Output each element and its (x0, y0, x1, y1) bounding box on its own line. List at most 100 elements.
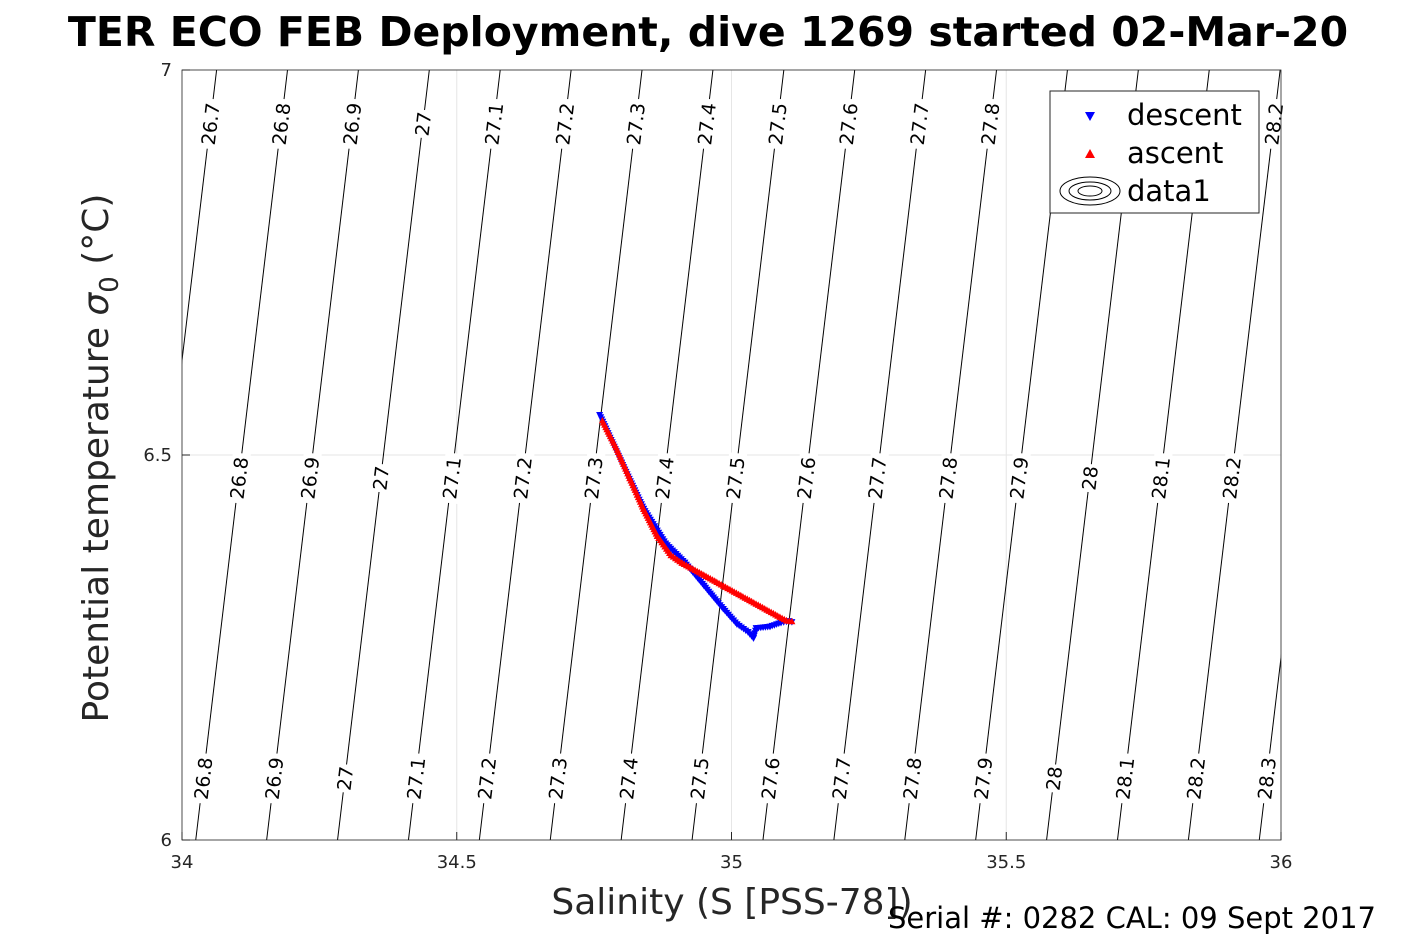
svg-text:27.3: 27.3 (545, 756, 572, 801)
contour-label-0-8: 27.5 (765, 98, 792, 150)
chart-title: TER ECO FEB Deployment, dive 1269 starte… (68, 8, 1348, 56)
contour-label-0-9: 27.6 (836, 98, 863, 150)
data-series (596, 412, 796, 642)
contour-label-2-5: 27.3 (545, 752, 572, 805)
contour-label-2-2: 27 (334, 763, 359, 794)
y-tick-label-1: 6.5 (143, 445, 172, 466)
y-tick-label-2: 7 (161, 60, 172, 81)
svg-text:27.5: 27.5 (723, 456, 750, 501)
svg-text:26.9: 26.9 (262, 756, 289, 801)
svg-text:28.2: 28.2 (1183, 756, 1210, 801)
contour-label-1-3: 27.1 (439, 452, 466, 504)
contour-label-2-6: 27.4 (616, 752, 643, 805)
contour-label-1-7: 27.5 (723, 452, 750, 504)
svg-text:27.9: 27.9 (971, 756, 998, 801)
contour-label-1-6: 27.4 (652, 452, 679, 504)
y-axis-label-unit: (°C) (76, 194, 117, 277)
contour-label-1-12: 28 (1078, 463, 1103, 494)
svg-text:27.2: 27.2 (510, 456, 537, 501)
contour-label-0-5: 27.2 (552, 98, 579, 150)
svg-text:27.1: 27.1 (439, 456, 466, 501)
legend-descent-label: descent (1127, 98, 1242, 132)
legend-data1-marker (1059, 176, 1121, 206)
svg-text:27: 27 (369, 465, 394, 492)
svg-text:27.5: 27.5 (765, 102, 792, 147)
svg-text:27.1: 27.1 (403, 756, 430, 801)
contour-label-1-10: 27.8 (935, 452, 962, 504)
contour-label-2-4: 27.2 (474, 752, 501, 805)
contour-label-0-3: 27 (412, 108, 437, 139)
contour-label-2-12: 28 (1043, 763, 1067, 794)
svg-text:27.3: 27.3 (581, 456, 608, 501)
svg-text:27: 27 (412, 111, 437, 138)
contour-label-0-15: 28.2 (1261, 98, 1288, 150)
contour-labels: 26.7 26.8 26.9 27 27.1 27.2 27.3 27.4 27.5 27.6 27… (191, 98, 1288, 805)
contour-label-1-4: 27.2 (510, 452, 537, 504)
contour-label-0-6: 27.3 (623, 98, 650, 150)
svg-text:26.8: 26.8 (226, 456, 253, 501)
contour-label-0-7: 27.4 (694, 98, 721, 150)
contour-label-1-2: 27 (369, 463, 394, 494)
contour-label-2-15: 28.3 (1254, 752, 1281, 805)
legend-descent-marker (1085, 112, 1095, 121)
svg-text:26.9: 26.9 (340, 102, 367, 147)
svg-text:27.5: 27.5 (687, 756, 714, 801)
svg-text:27.4: 27.4 (652, 456, 679, 501)
svg-text:26.8: 26.8 (191, 756, 218, 801)
svg-text:27.4: 27.4 (616, 756, 643, 801)
contour-label-2-0: 26.8 (191, 752, 218, 805)
y-axis-label-sub: 0 (95, 276, 125, 293)
contour-label-2-11: 27.9 (971, 752, 998, 805)
svg-text:27.4: 27.4 (694, 102, 721, 147)
svg-text:Potential temperature σ0 (°C): Potential temperature σ0 (°C) (76, 194, 125, 723)
contour-label-0-0: 26.7 (198, 98, 225, 150)
x-axis-label: Salinity (S [PSS-78]) (551, 882, 912, 923)
serial-cal-note: Serial #: 0282 CAL: 09 Sept 2017 (888, 901, 1376, 935)
contour-26-7 (182, 70, 218, 365)
contour-label-2-1: 26.9 (262, 752, 289, 805)
svg-text:27.6: 27.6 (758, 756, 785, 801)
contour-label-1-8: 27.6 (794, 452, 821, 504)
legend-box (1049, 90, 1260, 214)
svg-text:28.2: 28.2 (1261, 102, 1288, 147)
svg-text:27.7: 27.7 (907, 102, 934, 147)
svg-text:28.1: 28.1 (1148, 456, 1175, 501)
legend-ascent-marker (1085, 149, 1095, 158)
svg-text:28.3: 28.3 (1254, 756, 1281, 801)
svg-text:27.6: 27.6 (794, 456, 821, 501)
contour-label-2-9: 27.7 (829, 752, 856, 805)
svg-text:27.7: 27.7 (829, 756, 856, 801)
svg-text:27.8: 27.8 (900, 756, 927, 801)
contour-label-2-10: 27.8 (900, 752, 927, 805)
y-axis-label-main: Potential temperature (76, 316, 117, 723)
svg-text:26.9: 26.9 (297, 456, 324, 501)
svg-text:27.8: 27.8 (935, 456, 962, 501)
x-tick-label-0: 34 (171, 852, 194, 873)
contour-label-0-2: 26.9 (340, 98, 367, 150)
contour-label-1-13: 28.1 (1148, 452, 1175, 504)
contour-28-3 (1258, 653, 1281, 840)
svg-text:28: 28 (1078, 465, 1103, 492)
x-tick-label-3: 35.5 (986, 852, 1026, 873)
contour-label-1-9: 27.7 (865, 452, 891, 504)
contour-label-2-7: 27.5 (687, 752, 714, 805)
contour-label-1-0: 26.8 (226, 452, 253, 504)
x-tick-label-1: 34.5 (437, 852, 477, 873)
svg-text:27: 27 (334, 765, 359, 792)
ascent-point-121 (788, 617, 796, 625)
svg-text:27.8: 27.8 (978, 102, 1005, 147)
svg-text:28.2: 28.2 (1219, 456, 1246, 501)
x-tick-label-2: 35 (720, 852, 743, 873)
svg-text:27.6: 27.6 (836, 102, 863, 147)
y-axis-label-sigma: σ (76, 292, 117, 316)
contour-27 (337, 70, 430, 840)
contour-label-2-14: 28.2 (1183, 752, 1210, 805)
svg-text:27.9: 27.9 (1006, 456, 1033, 501)
svg-text:27.1: 27.1 (481, 102, 508, 147)
legend-ascent-label: ascent (1127, 136, 1223, 170)
svg-text:28.1: 28.1 (1112, 756, 1139, 801)
contour-label-1-11: 27.9 (1006, 452, 1033, 504)
contour-label-1-1: 26.9 (297, 452, 324, 504)
contour-label-2-3: 27.1 (403, 752, 430, 805)
